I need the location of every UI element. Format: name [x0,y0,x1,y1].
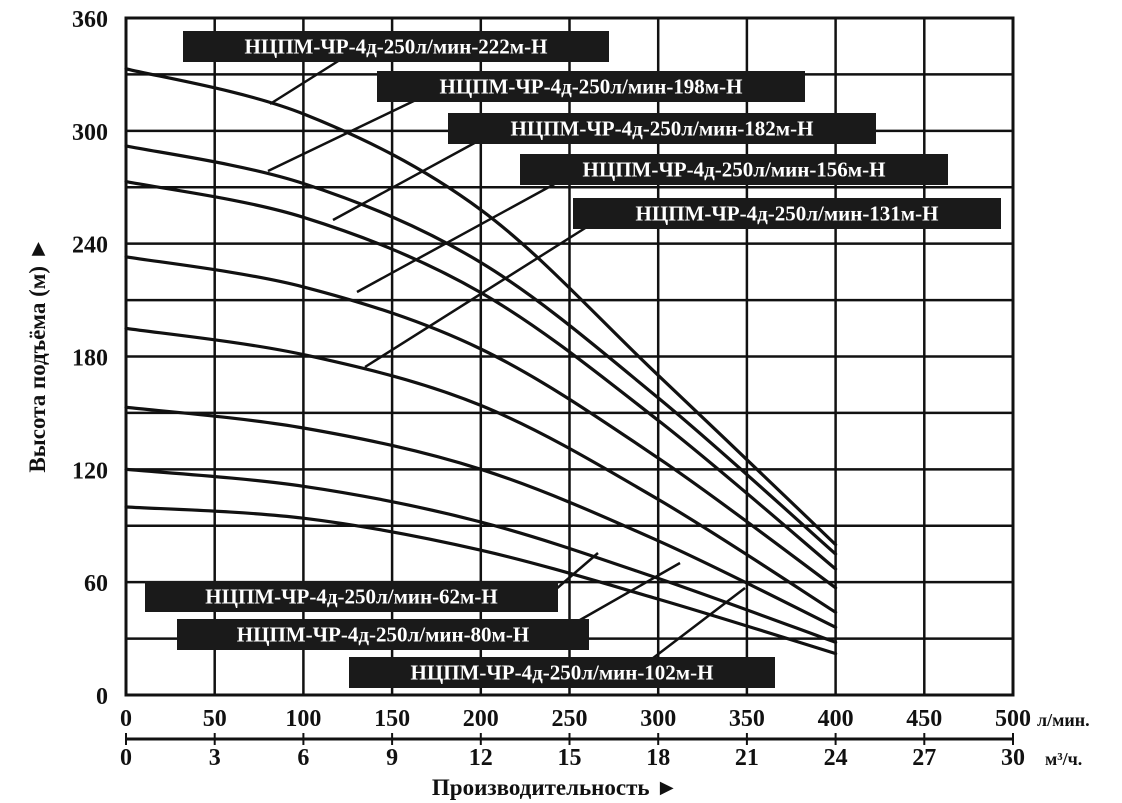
series-label-leader [554,552,599,591]
curves [124,67,838,656]
y-tick-label: 240 [72,233,108,259]
series-label: НЦПМ-ЧР-4д-250л/мин-182м-Н [511,117,814,141]
series-label: НЦПМ-ЧР-4д-250л/мин-156м-Н [583,158,886,182]
series-label-box [183,31,609,62]
x2-tick-label: 21 [735,745,759,771]
label-leaders [267,56,746,669]
series-label-box [520,154,948,185]
x2-tick-label: 27 [912,745,936,771]
x-tick-label: 50 [203,706,227,732]
x2-tick-label: 30 [1001,745,1025,771]
x-tick-label: 250 [552,706,588,732]
x-tick-label: 450 [906,706,942,732]
series-curve [124,255,838,590]
series-label-box [145,581,558,612]
y-tick-label: 60 [84,571,108,597]
series-labels: НЦПМ-ЧР-4д-250л/мин-222м-Н НЦПМ-ЧР-4д-250… [145,31,1001,688]
plot-frame [124,16,1015,697]
series-curve [124,467,838,644]
y-axis-title: Высота подъёма (м) ► [25,237,50,472]
x-tick-label: 100 [285,706,321,732]
x-tick-label: 300 [640,706,676,732]
x2-tick-label: 12 [469,745,493,771]
series-label-leader [364,223,591,369]
series-label-box [177,619,589,650]
x2-tick-label: 0 [120,745,132,771]
x-tick-label: 150 [374,706,410,732]
x-tick-label: 500 [995,706,1031,732]
x-tick-label: 350 [729,706,765,732]
series-curve [124,405,838,629]
y-tick-label: 180 [72,346,108,372]
series-curve [124,144,838,556]
series-label-leader [267,96,421,173]
x-tick-label: 0 [120,706,132,732]
x2-tick-label: 3 [209,745,221,771]
x2-tick-label: 24 [824,745,848,771]
series-curve [124,180,838,571]
y-tick-label: 360 [72,7,108,33]
series-label-box [377,71,805,102]
x2-tick-label: 15 [558,745,582,771]
x-tick-label: 200 [463,706,499,732]
x-axis-title: Производительность ► [432,775,678,800]
y-tick-label: 0 [96,684,108,710]
series-label-box [573,198,1001,229]
y-tick-label: 120 [72,458,108,484]
x2-tick-label: 6 [297,745,309,771]
series-label-leader [269,56,344,106]
series-label: НЦПМ-ЧР-4д-250л/мин-198м-Н [440,75,743,99]
y-tick-label: 300 [72,120,108,146]
series-label-box [448,113,876,144]
series-label: НЦПМ-ЧР-4д-250л/мин-80м-Н [237,623,529,647]
series-label-leader [639,587,746,669]
series-curve [124,505,838,656]
series-curve [124,326,838,614]
series-label-box [349,657,775,688]
x-unit-label: л/мин. [1037,710,1090,730]
x-tick-label: 400 [818,706,854,732]
series-label-leader [579,561,681,622]
series-label-leader [332,138,481,222]
x2-tick-label: 9 [386,745,398,771]
series-label: НЦПМ-ЧР-4д-250л/мин-131м-Н [636,202,939,226]
x2-unit-label: м³/ч. [1045,749,1082,769]
x2-tick-label: 18 [646,745,670,771]
series-label: НЦПМ-ЧР-4д-250л/мин-222м-Н [245,35,548,59]
series-label-leader [356,179,561,294]
series-label: НЦПМ-ЧР-4д-250л/мин-102м-Н [411,661,714,685]
series-curve [124,67,838,547]
series-label: НЦПМ-ЧР-4д-250л/мин-62м-Н [205,585,497,609]
